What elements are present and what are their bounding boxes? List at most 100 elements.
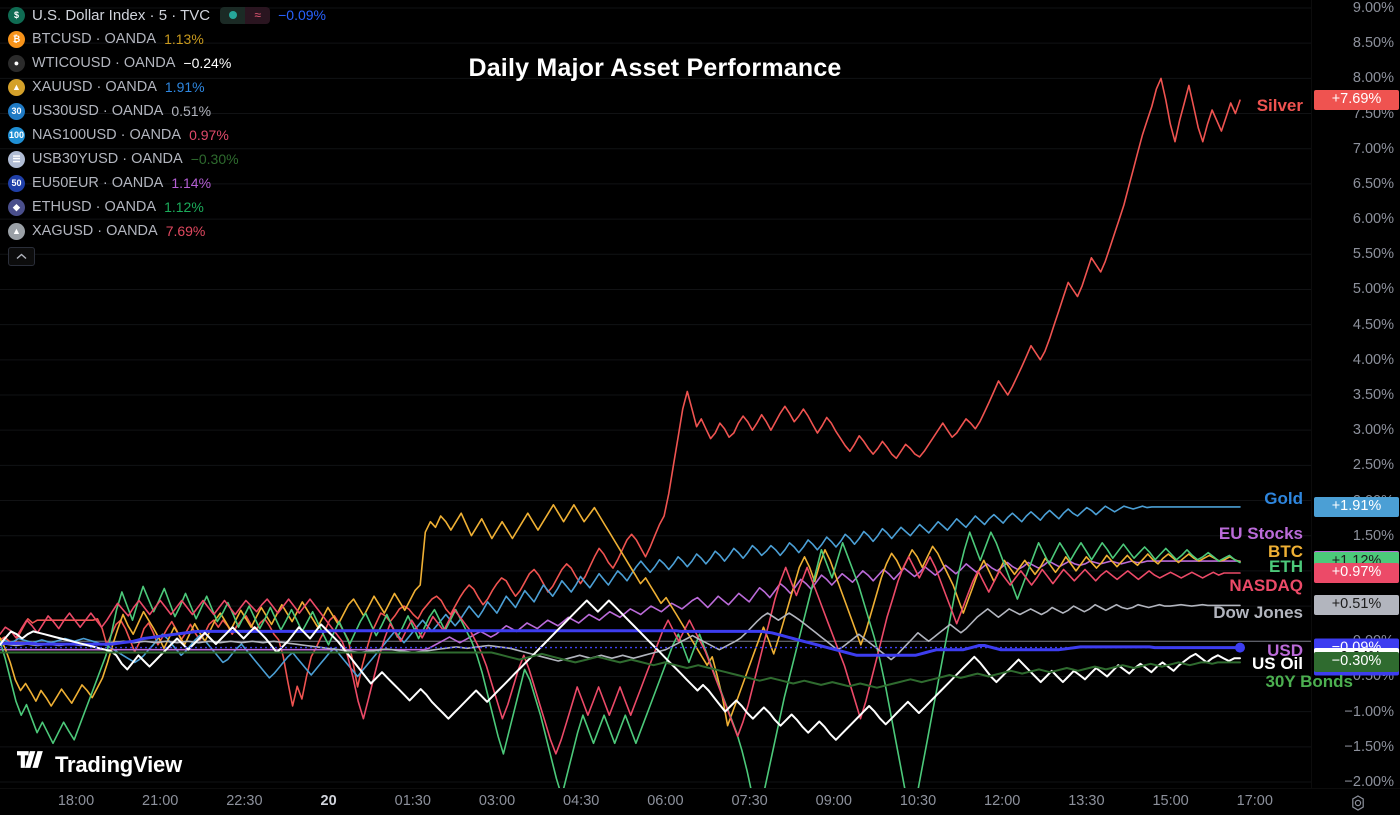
- price-tick: −2.00%: [1344, 774, 1394, 790]
- legend-row-2[interactable]: ● WTICOUSD · OANDA −0.24%: [8, 51, 338, 75]
- usd-label: USD: [1267, 641, 1303, 660]
- series-line-silver[interactable]: [0, 77, 1241, 707]
- series-line-btc[interactable]: [0, 503, 1241, 727]
- nasdaq-label: NASDAQ: [1229, 576, 1303, 595]
- bonds30y-label: 30Y Bonds: [1265, 672, 1353, 691]
- time-tick: 18:00: [57, 793, 95, 809]
- us-flag-icon: ☰: [8, 150, 25, 168]
- legend-change-value: 1.91%: [164, 79, 205, 95]
- badge-value: +1.91%: [1331, 497, 1382, 514]
- chart-plot-area[interactable]: [0, 0, 1311, 788]
- time-tick: 15:00: [1152, 793, 1189, 809]
- legend-symbol-title: BTCUSD · OANDA: [32, 31, 157, 47]
- price-tick: −1.50%: [1344, 738, 1394, 755]
- series-line-dow-jones[interactable]: [0, 603, 1241, 662]
- silver-badge[interactable]: +7.69%: [1314, 90, 1399, 111]
- legend-symbol-title: WTICOUSD · OANDA: [32, 55, 176, 71]
- chevron-up-icon[interactable]: [8, 247, 35, 266]
- bonds30y-badge[interactable]: −0.30%: [1314, 652, 1399, 673]
- time-tick: 04:30: [563, 793, 600, 809]
- badge-value: +0.51%: [1331, 596, 1382, 613]
- price-tick: 5.00%: [1352, 281, 1394, 298]
- price-tick: 3.50%: [1352, 387, 1394, 403]
- badge-value: −0.30%: [1331, 653, 1382, 670]
- silver-bars-icon: ▲: [8, 222, 25, 240]
- legend-change-value: 1.12%: [164, 199, 204, 215]
- legend-toggle-group[interactable]: ≈: [220, 6, 271, 24]
- series-line-usd[interactable]: [0, 629, 1242, 657]
- tradingview-watermark-text: TradingView: [55, 751, 182, 777]
- silver-label: Silver: [1256, 96, 1303, 115]
- legend-row-0[interactable]: $ U.S. Dollar Index · 5 · TVC ≈ −0.09%: [8, 3, 338, 27]
- time-tick: 07:30: [731, 793, 768, 809]
- tradingview-logo-icon: [17, 751, 47, 778]
- price-tick: 8.50%: [1352, 35, 1394, 52]
- series-line-us-oil[interactable]: [0, 599, 1241, 741]
- legend-row-9[interactable]: ▲ XAGUSD · OANDA 7.69%: [8, 219, 338, 243]
- dollar-coin-icon: $: [8, 6, 25, 24]
- legend-change-value: 1.13%: [164, 31, 204, 47]
- time-tick: 09:00: [815, 793, 852, 809]
- price-tick: 9.00%: [1352, 0, 1394, 16]
- symbol-legend[interactable]: $ U.S. Dollar Index · 5 · TVC ≈ −0.09% ₿ BTCU…: [8, 3, 338, 266]
- gold-bars-icon: ▲: [8, 78, 25, 96]
- dowjones-label: Dow Jones: [1213, 603, 1303, 622]
- eustocks-label: EU Stocks: [1218, 524, 1303, 543]
- gold-badge[interactable]: +1.91%: [1314, 496, 1399, 517]
- legend-symbol-title: NAS100USD · OANDA: [32, 127, 182, 143]
- series-line-eth[interactable]: [0, 531, 1241, 788]
- price-axis[interactable]: 9.00% 8.50% 8.00% 7.50% 7.00% 6.50% 6.00% 5.50%…: [1311, 0, 1400, 790]
- series-line-30y-bonds[interactable]: [0, 651, 1241, 689]
- price-tick: 5.50%: [1352, 246, 1394, 263]
- legend-change-value: 1.14%: [171, 175, 212, 191]
- time-tick: 17:00: [1236, 793, 1273, 809]
- time-tick: 13:30: [1068, 793, 1105, 809]
- legend-row-6[interactable]: ☰ USB30YUSD · OANDA −0.30%: [8, 147, 338, 171]
- legend-symbol-title: U.S. Dollar Index · 5 · TVC: [32, 6, 211, 24]
- legend-change-value: −0.09%: [278, 7, 326, 23]
- series-line-gold[interactable]: [0, 505, 1241, 679]
- legend-row-3[interactable]: ▲ XAUUSD · OANDA 1.91%: [8, 75, 338, 99]
- legend-row-1[interactable]: ₿ BTCUSD · OANDA 1.13%: [8, 27, 338, 51]
- time-tick: 03:00: [478, 793, 516, 809]
- price-tick: 4.50%: [1352, 316, 1394, 333]
- legend-change-value: −0.30%: [190, 151, 239, 167]
- percent-mode-icon[interactable]: ≈: [245, 6, 271, 24]
- ethereum-coin-icon: ◆: [8, 198, 25, 216]
- chart-svg: [0, 7, 1311, 788]
- legend-row-8[interactable]: ◆ ETHUSD · OANDA 1.12%: [8, 195, 338, 219]
- legend-row-5[interactable]: 100 NAS100USD · OANDA 0.97%: [8, 123, 338, 147]
- btc-label: BTC: [1268, 542, 1303, 561]
- legend-symbol-title: US30USD · OANDA: [32, 103, 164, 119]
- nasdaq-badge[interactable]: +0.97%: [1314, 563, 1399, 584]
- gold-label: Gold: [1264, 489, 1303, 508]
- legend-change-value: 0.51%: [171, 103, 212, 119]
- time-axis[interactable]: 18:00 21:00 22:30 20 01:30 03:00 04:30 06:00 07:…: [0, 788, 1400, 815]
- usoil-label: US Oil: [1251, 654, 1303, 673]
- price-tick: 8.00%: [1352, 70, 1394, 87]
- dowjones-badge[interactable]: +0.51%: [1314, 595, 1399, 616]
- price-tick: −1.00%: [1344, 703, 1394, 720]
- tradingview-watermark: TradingView: [17, 751, 182, 778]
- time-tick: 01:30: [394, 793, 431, 809]
- time-tick: 06:00: [647, 793, 684, 809]
- series-line-nasdaq[interactable]: [0, 555, 1241, 755]
- price-tick: 7.00%: [1352, 140, 1394, 157]
- legend-row-7[interactable]: 50 EU50EUR · OANDA 1.14%: [8, 171, 338, 195]
- legend-change-value: 7.69%: [165, 223, 206, 239]
- market-status-icon[interactable]: [220, 6, 246, 24]
- eth-label: ETH: [1269, 557, 1303, 576]
- axis-settings-icon[interactable]: [1349, 794, 1367, 812]
- time-tick: 10:30: [899, 793, 937, 809]
- series-line-eu-stocks[interactable]: [0, 560, 1241, 651]
- price-tick: 6.50%: [1352, 175, 1394, 192]
- bitcoin-coin-icon: ₿: [8, 30, 25, 48]
- usd-end-marker: [1235, 642, 1245, 653]
- price-tick: 1.50%: [1352, 527, 1394, 544]
- legend-symbol-title: ETHUSD · OANDA: [32, 199, 157, 215]
- legend-row-4[interactable]: 30 US30USD · OANDA 0.51%: [8, 99, 338, 123]
- time-tick: 12:00: [984, 793, 1021, 809]
- price-tick: 4.00%: [1352, 351, 1394, 368]
- market-open-dot: [228, 11, 237, 19]
